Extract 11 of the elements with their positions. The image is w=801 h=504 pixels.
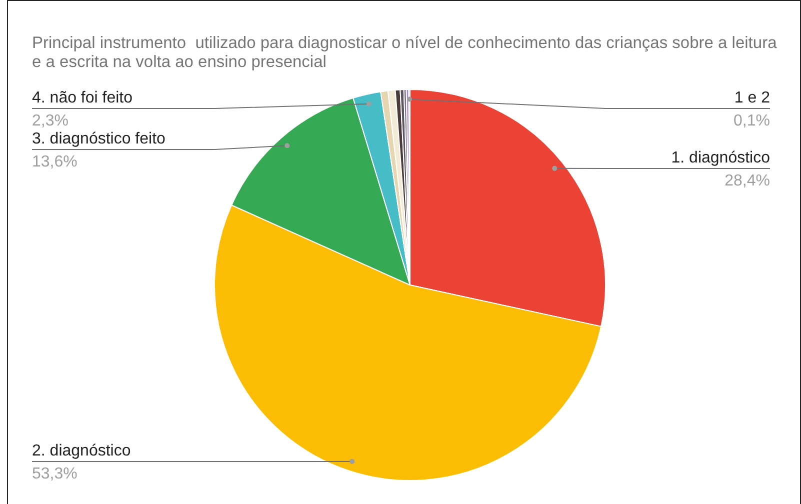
data-label: 13,6%	[32, 154, 78, 170]
chart-title: Principal instrumento utilizado para diagnosticar o nível de conhecimento das crianças sobre a leitura e a escrita na volta ao ensino presencial	[32, 34, 778, 72]
data-label: 2,3%	[32, 112, 68, 130]
slice-label: 4. não foi feito	[32, 90, 133, 106]
data-label: 0,1%	[734, 112, 770, 130]
slice-label: 2. diagnóstico	[32, 442, 131, 460]
slice-label: 1. diagnóstico	[671, 150, 770, 166]
data-label: 53,3%	[32, 466, 78, 482]
slice-label: 1 e 2	[734, 90, 770, 106]
data-label: 28,4%	[724, 172, 770, 190]
slice-label: 3. diagnóstico feito	[32, 130, 166, 148]
